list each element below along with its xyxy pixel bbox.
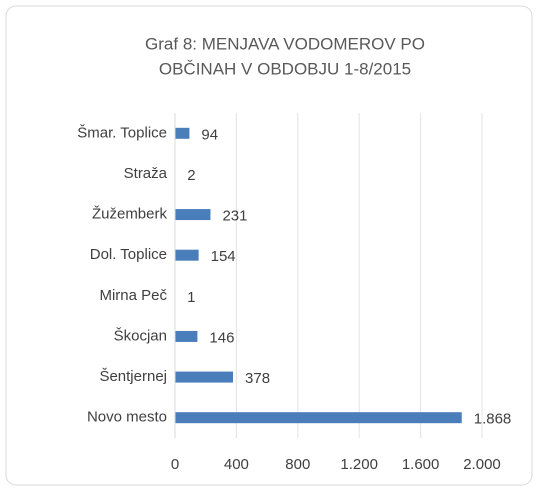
y-tick-label: Šentjernej xyxy=(99,368,167,385)
value-label: 231 xyxy=(222,208,247,225)
chart-border xyxy=(5,5,533,486)
y-tick-label: Škocjan xyxy=(114,327,167,344)
value-label: 2 xyxy=(187,167,195,184)
x-tick-label: 1.200 xyxy=(340,456,378,473)
y-tick-label: Šmar. Toplice xyxy=(77,124,167,141)
bar xyxy=(175,249,199,261)
bar xyxy=(175,412,462,424)
y-tick-label: Straža xyxy=(124,165,168,182)
x-tick-label: 800 xyxy=(285,456,310,473)
value-label: 154 xyxy=(211,248,236,265)
x-tick-label: 0 xyxy=(171,456,179,473)
x-tick-label: 1.600 xyxy=(402,456,440,473)
value-label: 1 xyxy=(187,289,195,306)
y-tick-label: Žužemberk xyxy=(92,206,168,223)
chart-title: Graf 8: MENJAVA VODOMEROV PO xyxy=(145,34,425,53)
bar xyxy=(175,371,234,383)
y-tick-label: Mirna Peč xyxy=(99,287,167,304)
value-label: 1.868 xyxy=(474,411,512,428)
x-tick-label: 400 xyxy=(224,456,249,473)
chart-title: OBČINAH V OBDOBJU 1-8/2015 xyxy=(159,59,411,78)
bar xyxy=(175,209,211,221)
value-label: 378 xyxy=(245,370,270,387)
bar xyxy=(175,127,190,139)
y-tick-label: Dol. Toplice xyxy=(90,246,167,263)
y-tick-label: Novo mesto xyxy=(87,409,167,426)
bar xyxy=(175,330,198,342)
value-label: 94 xyxy=(201,126,218,143)
value-label: 146 xyxy=(209,329,234,346)
x-tick-label: 2.000 xyxy=(463,456,501,473)
